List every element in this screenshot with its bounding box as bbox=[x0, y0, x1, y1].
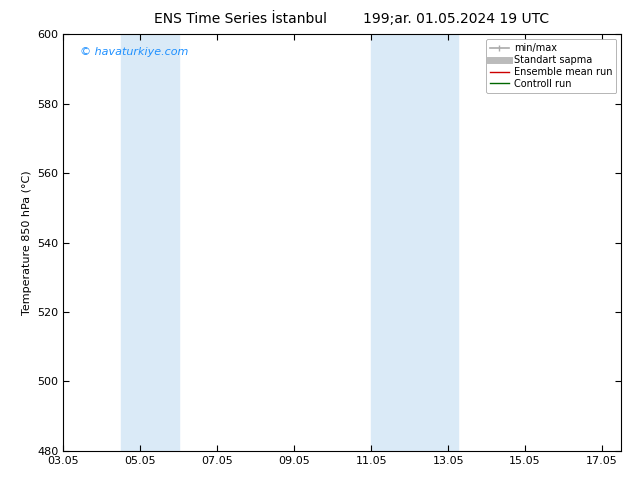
Bar bbox=[372, 34, 410, 451]
Y-axis label: Temperature 850 hPa (°C): Temperature 850 hPa (°C) bbox=[22, 170, 32, 315]
Legend: min/max, Standart sapma, Ensemble mean run, Controll run: min/max, Standart sapma, Ensemble mean r… bbox=[486, 39, 616, 93]
Text: ENS Time Series İstanbul: ENS Time Series İstanbul bbox=[155, 12, 327, 26]
Text: © havaturkiye.com: © havaturkiye.com bbox=[80, 47, 188, 57]
Bar bbox=[410, 34, 458, 451]
Text: 199;ar. 01.05.2024 19 UTC: 199;ar. 01.05.2024 19 UTC bbox=[363, 12, 550, 26]
Bar bbox=[121, 34, 179, 451]
